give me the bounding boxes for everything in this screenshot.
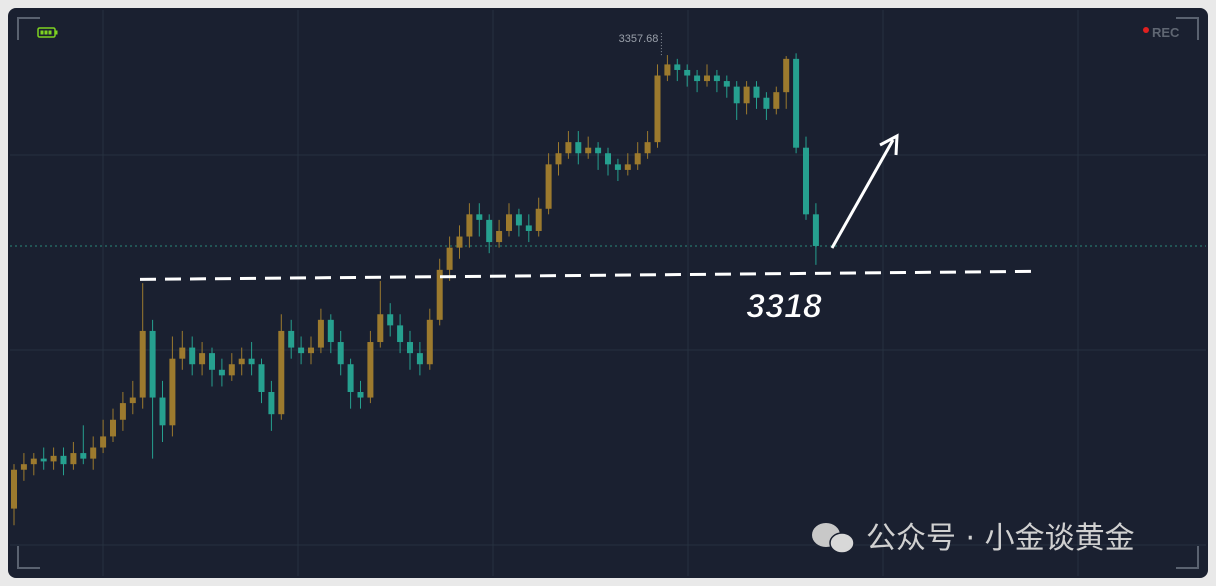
candle-body <box>535 208 542 231</box>
candle-body <box>129 397 136 404</box>
candle-body <box>723 81 730 87</box>
rec-dot <box>1143 27 1149 33</box>
candle-body <box>684 69 691 76</box>
watermark-icon <box>812 523 855 554</box>
candle-body <box>436 269 443 320</box>
candle-body <box>40 458 47 462</box>
battery-icon <box>37 27 58 38</box>
candle-body <box>119 403 126 420</box>
candle-body <box>20 464 27 470</box>
support-label: 3318 <box>746 287 822 325</box>
candle-body <box>70 453 77 465</box>
candle-body <box>100 436 107 448</box>
candle-body <box>327 319 334 343</box>
candle-body <box>644 142 651 154</box>
candle-body <box>298 347 305 354</box>
watermark: 公众号 · 小金谈黄金 <box>866 521 1135 556</box>
candle-body <box>694 75 701 82</box>
candle-body <box>486 219 493 243</box>
candle-body <box>278 330 285 415</box>
candle-body <box>803 147 809 215</box>
candle-body <box>407 342 413 354</box>
candle-body <box>753 86 760 98</box>
candle-body <box>545 164 552 209</box>
candle-body <box>783 58 790 93</box>
candle-body <box>218 369 225 376</box>
candle-body <box>713 75 720 82</box>
candle-body <box>763 97 770 109</box>
high-label: 3357.68 <box>619 33 659 45</box>
candle-body <box>209 353 215 370</box>
candle-body <box>169 358 176 426</box>
candle-body <box>704 75 710 82</box>
candle-body <box>377 314 384 343</box>
candle-body <box>733 86 740 104</box>
candle-body <box>426 319 433 365</box>
candle-body <box>446 247 453 270</box>
arrow <box>830 139 895 249</box>
candle-body <box>60 455 67 465</box>
candle-body <box>515 214 522 226</box>
candle-body <box>90 447 97 459</box>
candle-body <box>228 364 235 376</box>
candle-body <box>387 314 394 326</box>
candle-body <box>357 391 364 398</box>
panel <box>8 8 1208 578</box>
candle-body <box>139 330 146 398</box>
candle-body <box>367 342 374 398</box>
candle-body <box>11 469 17 509</box>
candle-body <box>50 455 57 462</box>
candle-body <box>179 347 186 359</box>
candle-body <box>773 92 780 109</box>
candle-body <box>555 153 562 165</box>
candle-body <box>634 153 641 165</box>
candle-body <box>189 347 196 365</box>
candle-body <box>317 319 324 348</box>
candle-body <box>654 75 661 143</box>
candle-body <box>585 147 592 154</box>
candle-body <box>664 64 671 76</box>
candle-body <box>159 397 166 426</box>
candle-body <box>149 330 156 398</box>
candle-body <box>248 358 255 365</box>
rec-badge: REC <box>1152 25 1180 40</box>
candle-body <box>347 364 354 392</box>
candle-body <box>624 164 631 170</box>
candle-body <box>30 458 37 465</box>
candle-body <box>812 214 819 246</box>
candle-body <box>456 236 463 248</box>
candle-body <box>80 453 87 459</box>
candle-body <box>268 391 275 415</box>
candle-body <box>605 153 611 165</box>
candle-body <box>466 214 473 237</box>
candle-body <box>743 86 750 104</box>
candle-body <box>308 347 314 354</box>
candle-body <box>575 142 582 154</box>
candle-body <box>110 419 116 437</box>
candle-body <box>416 353 423 365</box>
candle-body <box>199 353 206 365</box>
candle-body <box>337 342 344 365</box>
candle-body <box>238 358 245 365</box>
candles: 3357.68 <box>10 33 1206 526</box>
candle-body <box>614 164 621 170</box>
candle-body <box>476 214 483 220</box>
candle-body <box>674 64 681 70</box>
candle-body <box>258 364 265 392</box>
candle-body <box>595 147 602 154</box>
arrow-head <box>879 133 899 156</box>
candle-body <box>525 225 532 231</box>
candle-body <box>397 325 404 343</box>
corner-brackets <box>17 17 1199 569</box>
candle-body <box>288 330 295 348</box>
candle-body <box>496 230 503 243</box>
candle-body <box>793 58 800 148</box>
candle-body <box>565 142 572 154</box>
candle-body <box>506 214 512 231</box>
